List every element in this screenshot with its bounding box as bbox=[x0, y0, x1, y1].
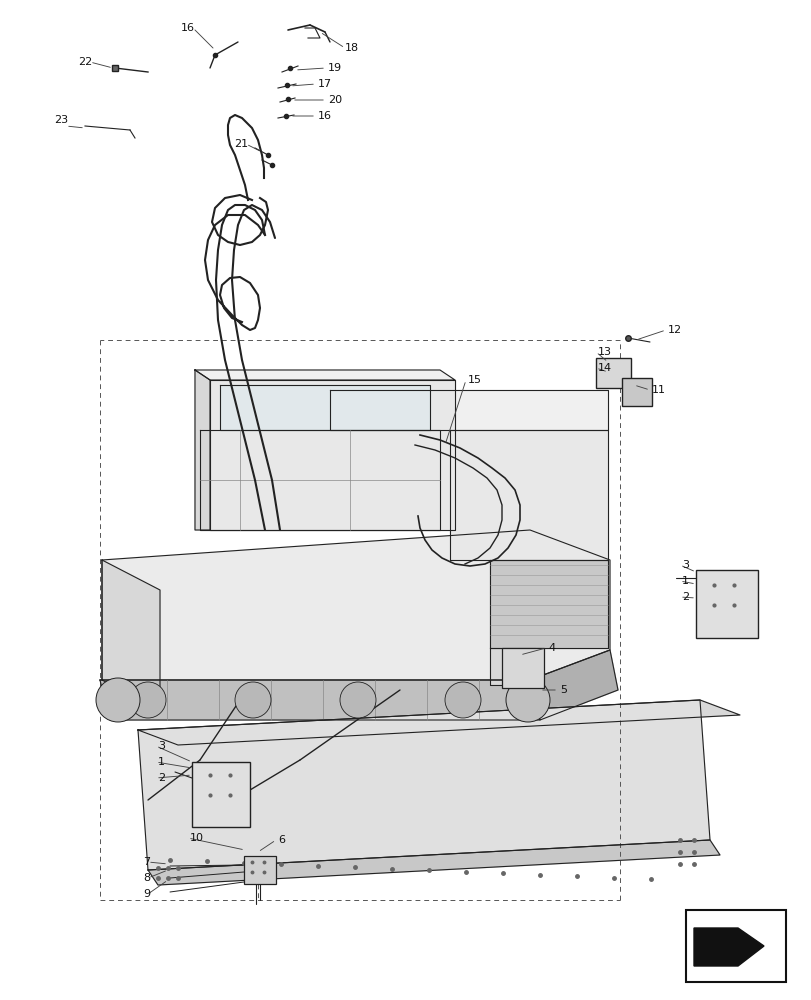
Polygon shape bbox=[138, 700, 709, 870]
Text: 20: 20 bbox=[328, 95, 341, 105]
Polygon shape bbox=[102, 560, 160, 710]
Text: 18: 18 bbox=[345, 43, 358, 53]
Text: 9: 9 bbox=[143, 889, 150, 899]
Text: 11: 11 bbox=[651, 385, 665, 395]
Text: 17: 17 bbox=[318, 79, 332, 89]
Polygon shape bbox=[195, 370, 210, 530]
Text: 12: 12 bbox=[667, 325, 681, 335]
Text: 21: 21 bbox=[234, 139, 247, 149]
Polygon shape bbox=[148, 840, 719, 885]
Text: 3: 3 bbox=[158, 741, 165, 751]
Polygon shape bbox=[530, 650, 617, 720]
Text: 2: 2 bbox=[681, 592, 689, 602]
Circle shape bbox=[130, 682, 165, 718]
Polygon shape bbox=[489, 560, 607, 648]
Bar bbox=[621, 378, 651, 406]
Bar bbox=[595, 358, 630, 388]
Circle shape bbox=[234, 682, 271, 718]
Text: 3: 3 bbox=[681, 560, 689, 570]
Polygon shape bbox=[102, 530, 609, 680]
Polygon shape bbox=[449, 430, 607, 560]
Polygon shape bbox=[195, 370, 454, 380]
Polygon shape bbox=[329, 390, 607, 430]
Circle shape bbox=[505, 678, 549, 722]
Text: 14: 14 bbox=[597, 363, 611, 373]
Polygon shape bbox=[210, 380, 454, 530]
Bar bbox=[695, 570, 757, 638]
Circle shape bbox=[96, 678, 139, 722]
Text: 10: 10 bbox=[190, 833, 204, 843]
Polygon shape bbox=[100, 680, 539, 720]
Text: 16: 16 bbox=[318, 111, 332, 121]
Bar bbox=[243, 856, 276, 884]
Circle shape bbox=[340, 682, 375, 718]
Polygon shape bbox=[220, 385, 430, 430]
Text: 7: 7 bbox=[143, 857, 150, 867]
Text: 1: 1 bbox=[158, 757, 165, 767]
Text: 15: 15 bbox=[467, 375, 482, 385]
Polygon shape bbox=[200, 430, 440, 530]
Circle shape bbox=[444, 682, 480, 718]
Text: 22: 22 bbox=[78, 57, 92, 67]
Text: 8: 8 bbox=[143, 873, 150, 883]
Text: 5: 5 bbox=[560, 685, 566, 695]
Text: 2: 2 bbox=[158, 773, 165, 783]
Polygon shape bbox=[693, 928, 763, 966]
Text: 4: 4 bbox=[547, 643, 555, 653]
Text: 19: 19 bbox=[328, 63, 341, 73]
Text: 23: 23 bbox=[54, 115, 68, 125]
Polygon shape bbox=[138, 700, 739, 745]
Text: 16: 16 bbox=[181, 23, 195, 33]
Bar bbox=[191, 762, 250, 827]
Text: 6: 6 bbox=[277, 835, 285, 845]
Bar bbox=[685, 910, 785, 982]
Text: 13: 13 bbox=[597, 347, 611, 357]
Polygon shape bbox=[489, 648, 534, 685]
Text: 1: 1 bbox=[681, 576, 689, 586]
Bar bbox=[501, 648, 543, 688]
